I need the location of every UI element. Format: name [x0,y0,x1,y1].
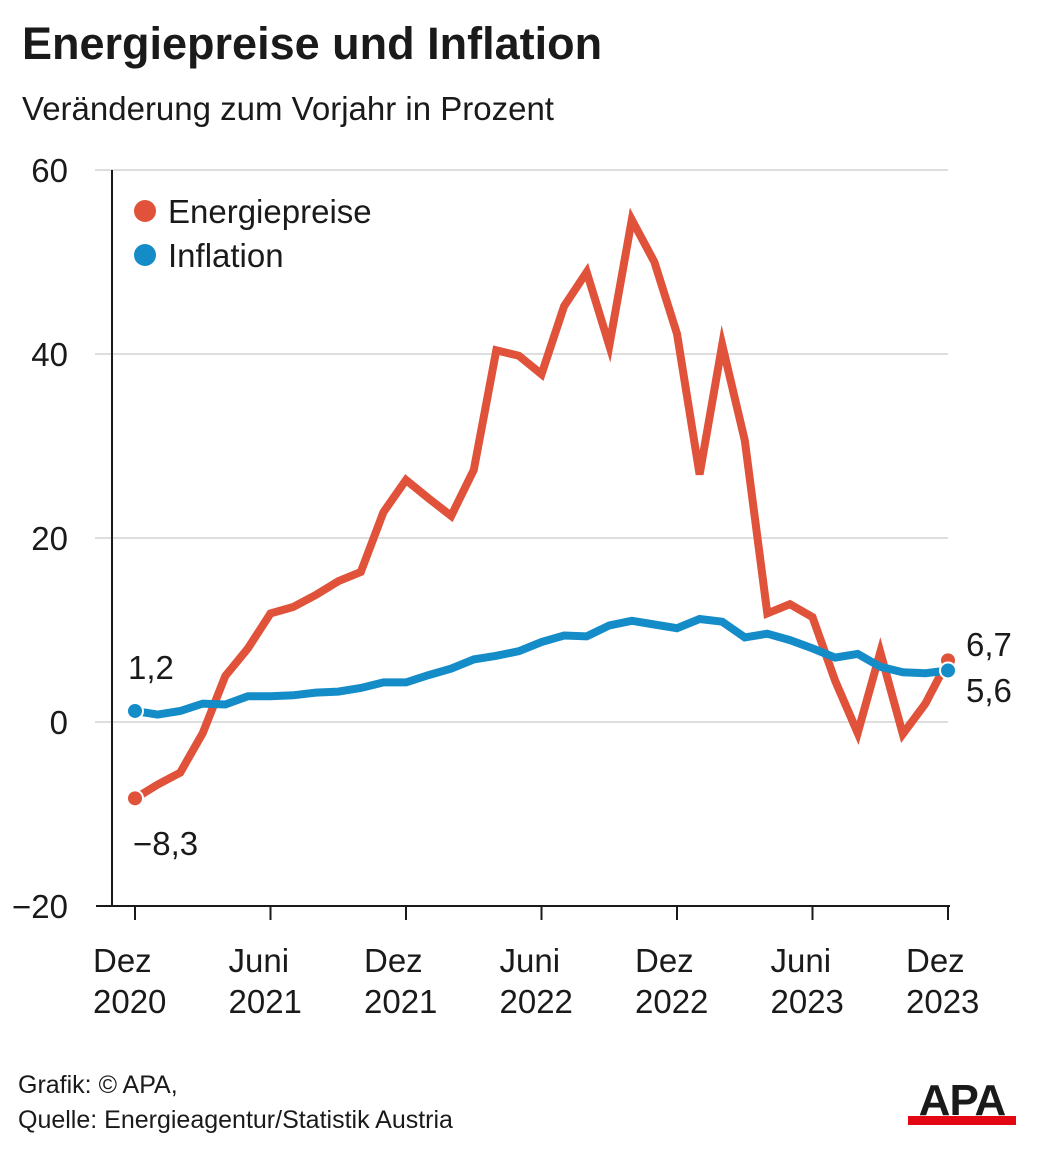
source-text: Quelle: Energieagentur/Statistik Austria [18,1106,453,1134]
legend-label: Energiepreise [168,193,372,230]
x-axis-ticks: Dez 2020 Juni 2021 Dez 2021 Juni 2022 Dez 2022 Jun… [93,906,979,1020]
legend-swatch [134,244,156,266]
end-value-labels: −8,3 1,2 6,7 5,6 [128,626,1012,862]
series-line-1 [134,614,949,719]
energy-first-value-label: −8,3 [133,825,198,862]
x-tick-label-month: Juni [229,942,290,979]
y-tick-label: 60 [31,152,68,189]
x-tick-label-month: Dez [635,942,694,979]
y-tick-label: 20 [31,520,68,557]
legend: Energiepreise Inflation [134,193,372,274]
axes [96,170,950,907]
legend-swatch [134,200,156,222]
inflation-first-value-label: 1,2 [128,649,174,686]
series-lines [126,207,957,808]
x-tick-label-year: 2023 [906,983,979,1020]
apa-logo: APA [908,1078,1016,1125]
x-tick-label-year: 2020 [93,983,166,1020]
x-tick-label-month: Dez [93,942,152,979]
legend-label: Inflation [168,237,284,274]
x-tick-label-month: Juni [771,942,832,979]
line-chart: 60 40 20 0 −20 Dez 2020 Juni 2021 Dez 2021 Juni 202… [12,152,1012,1020]
apa-logo-bar [908,1116,1016,1125]
x-tick-label-year: 2021 [229,983,302,1020]
x-tick-label-year: 2022 [635,983,708,1020]
x-tick-label-year: 2023 [771,983,844,1020]
chart-subtitle: Veränderung zum Vorjahr in Prozent [22,90,554,127]
x-tick-label-year: 2022 [500,983,573,1020]
grid-lines [95,169,948,723]
y-tick-label: 0 [50,704,68,741]
series-endpoint [126,701,144,720]
source-note: Grafik: © APA, Quelle: Energieagentur/St… [18,1068,453,1138]
series-line-0 [132,207,952,802]
x-tick-label-month: Juni [500,942,561,979]
x-tick-label-month: Dez [364,942,423,979]
x-tick-label-month: Dez [906,942,965,979]
credit-text: Grafik: © APA, [18,1071,178,1099]
chart-title: Energiepreise und Inflation [22,18,603,69]
energy-last-value-label: 6,7 [966,626,1012,663]
y-axis-ticks: 60 40 20 0 −20 [12,152,68,925]
series-endpoint [126,789,144,808]
series-endpoint [939,661,957,680]
y-tick-label: 40 [31,336,68,373]
inflation-last-value-label: 5,6 [966,672,1012,709]
x-tick-label-year: 2021 [364,983,437,1020]
y-tick-label: −20 [12,888,68,925]
